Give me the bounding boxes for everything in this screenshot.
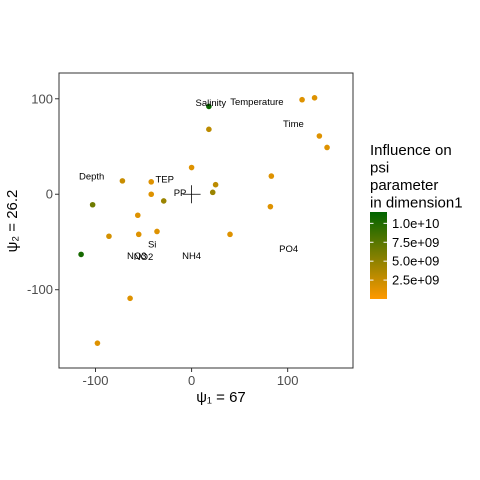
plot-panel-border [58, 72, 354, 369]
legend-colorbar [370, 212, 387, 299]
legend-title-line: parameter [370, 177, 438, 194]
data-point [148, 179, 155, 185]
data-point [206, 126, 212, 133]
variable-label: Si [148, 239, 156, 250]
data-point [209, 189, 216, 196]
variable-label: PP [174, 188, 187, 199]
variable-label: Temperature [230, 97, 283, 108]
data-point [154, 228, 160, 235]
variable-label: NO2 [134, 252, 154, 263]
data-point [160, 198, 167, 204]
data-point [227, 231, 233, 238]
data-point [148, 191, 155, 198]
data-point [106, 233, 112, 240]
y-tick-label: 100 [31, 91, 53, 106]
data-point [212, 181, 219, 188]
marks-group [78, 95, 330, 346]
legend-tick-label: 1.0e+10 [392, 216, 439, 231]
legend-tick-label: 7.5e+09 [392, 235, 439, 250]
data-point [89, 201, 96, 208]
legend-tick-label: 5.0e+09 [392, 254, 439, 269]
variable-label: Time [283, 119, 304, 130]
data-point [135, 231, 142, 238]
legend-title-line: in dimension1 [370, 195, 463, 212]
y-tick-label: -100 [27, 282, 53, 297]
x-axis-title: ψ₁ = 67 [196, 389, 246, 406]
y-tick-label: 0 [46, 187, 53, 202]
variable-label: NH4 [182, 251, 201, 262]
variable-label: NO3 [127, 251, 147, 262]
x-tick-label: 0 [188, 373, 195, 388]
data-point [134, 212, 141, 219]
legend-tick-label: 2.5e+09 [392, 273, 439, 288]
data-point [268, 173, 275, 179]
data-point [94, 340, 101, 346]
variable-label: PO4 [279, 244, 298, 255]
data-point [127, 295, 133, 302]
data-point [299, 96, 305, 103]
data-point [119, 178, 126, 184]
data-point [78, 251, 84, 258]
data-point [188, 164, 195, 171]
y-axis-title: ψ₂ = 26.2 [4, 190, 21, 253]
data-point [316, 133, 323, 139]
data-point [324, 144, 330, 151]
data-point [206, 103, 212, 110]
axes-group: -100 0 100 -100 0 100 [27, 72, 354, 388]
legend-title-line: psi [370, 160, 389, 177]
x-tick-label: -100 [82, 373, 108, 388]
variable-label: Depth [79, 172, 104, 183]
x-tick-label: 100 [277, 373, 299, 388]
variable-label: TEP [155, 174, 173, 185]
variable-label: Salinity [195, 98, 226, 109]
data-point [311, 95, 318, 101]
data-point [267, 203, 274, 210]
legend-title-line: Influence on [370, 142, 452, 159]
